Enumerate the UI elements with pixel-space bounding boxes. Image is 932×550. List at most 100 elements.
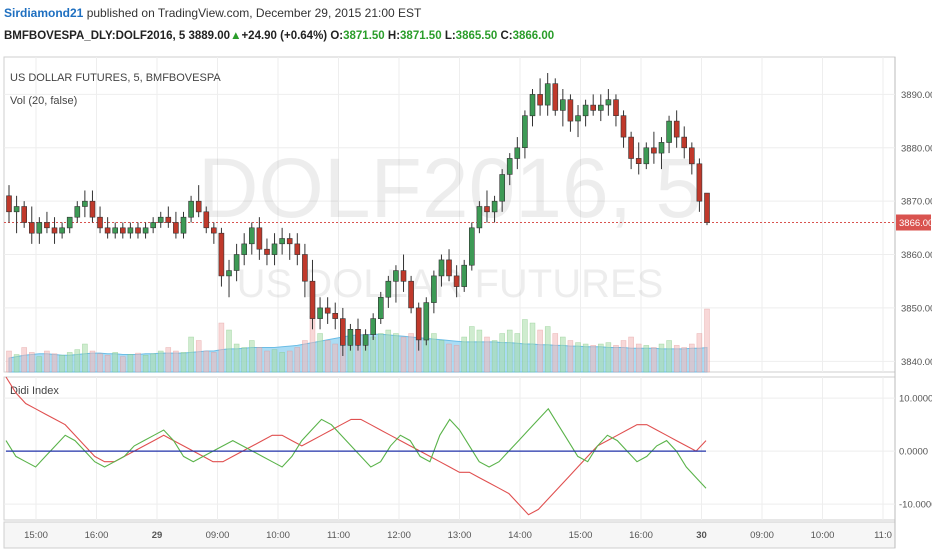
candle-body: [150, 222, 156, 229]
main-legend-title: US DOLLAR FUTURES, 5, BMFBOVESPA: [10, 72, 221, 84]
candle-body: [264, 248, 270, 255]
time-tick-label: 10:00: [811, 530, 835, 541]
candle-body: [218, 232, 225, 277]
candle-body: [431, 275, 437, 303]
candle-body: [28, 222, 35, 234]
volume-bar: [673, 345, 680, 373]
candle-body: [575, 115, 581, 122]
time-tick-label: 15:00: [24, 530, 48, 541]
candle-body: [506, 158, 513, 175]
candle-body: [377, 297, 384, 320]
candle-body: [180, 216, 187, 234]
volume-bar: [112, 352, 118, 373]
volume-bar: [233, 343, 240, 373]
candle-body: [173, 222, 179, 234]
candle-body: [597, 104, 604, 111]
symbol-label: BMFBOVESPA_DLY:DOLF2016, 5: [4, 30, 186, 42]
volume-bar: [529, 322, 536, 373]
time-tick-label: 11:0: [874, 530, 892, 541]
candle-body: [309, 280, 316, 319]
candle-body: [233, 254, 240, 271]
chart-area[interactable]: 15:00 16:00 29 09:00 10:00 11:00 12:00 13:00 14:…: [0, 52, 932, 550]
up-arrow-icon: ▲: [230, 30, 242, 42]
candle-body: [620, 115, 627, 138]
candle-body: [104, 227, 111, 234]
volume-bar: [582, 343, 589, 373]
volume-bar: [29, 352, 35, 373]
volume-bar: [317, 333, 323, 373]
author-link[interactable]: Sirdiamond21: [4, 6, 84, 20]
candle-body: [423, 302, 430, 341]
candle-body: [279, 238, 285, 245]
volume-bar: [643, 345, 650, 373]
candle-body: [514, 147, 521, 159]
candle-body: [59, 227, 65, 234]
candle-body: [195, 200, 202, 213]
price-tick-label: 3860.00: [901, 250, 932, 261]
candle-body: [347, 328, 354, 346]
low-value: 3865.50: [455, 30, 498, 42]
volume-bar: [6, 350, 12, 373]
candle-body: [127, 227, 134, 234]
volume-bar: [59, 354, 65, 373]
candle-body: [499, 174, 506, 202]
time-tick-label: 14:00: [508, 530, 532, 541]
candle-body: [203, 211, 210, 229]
price-tick-label: 3890.00: [901, 90, 932, 101]
candle-body: [355, 328, 361, 346]
volume-bar: [552, 333, 559, 373]
high-label: H:: [387, 30, 401, 42]
candle-body: [628, 136, 634, 159]
candle-body: [605, 99, 612, 106]
volume-bar: [613, 345, 619, 373]
volume-bar: [211, 352, 217, 373]
candle-body: [582, 104, 589, 117]
candle-body: [643, 147, 650, 165]
time-axis: [3, 521, 896, 549]
candle-body: [400, 270, 407, 282]
candle-body: [696, 163, 703, 202]
volume-bar: [241, 347, 247, 373]
volume-bar: [173, 350, 179, 373]
volume-bar: [635, 343, 642, 373]
candle-body: [135, 227, 141, 234]
candle-body: [188, 200, 194, 218]
candle-body: [393, 270, 399, 282]
candle-body: [491, 200, 498, 213]
candle-body: [635, 158, 642, 165]
volume-bar: [157, 350, 164, 373]
candle-body: [13, 206, 20, 213]
volume-bar: [469, 326, 475, 373]
volume-bar: [165, 347, 172, 373]
volume-bar: [142, 354, 149, 373]
volume-bar: [256, 347, 263, 373]
volume-bar: [370, 336, 376, 373]
candle-body: [36, 222, 43, 234]
candle-body: [97, 216, 103, 229]
volume-bar: [226, 329, 232, 373]
volume-bar: [598, 343, 604, 373]
time-tick-label: 11:00: [327, 530, 350, 541]
candle-body: [165, 216, 172, 223]
price-change: +24.90 (+0.64%): [241, 30, 328, 42]
candle-body: [256, 227, 263, 250]
candle-body: [438, 259, 445, 277]
time-tick-label: 29: [152, 530, 163, 541]
volume-bar: [385, 329, 392, 373]
candle-body: [317, 307, 323, 319]
volume-bar: [249, 340, 255, 373]
volume-bar: [294, 347, 301, 373]
volume-bar: [97, 353, 103, 373]
volume-bar: [575, 342, 581, 373]
candle-body: [82, 200, 88, 207]
indicator-pane: [3, 376, 896, 521]
candle-body: [157, 216, 164, 223]
volume-bar: [689, 343, 695, 373]
volume-bar: [332, 343, 338, 373]
last-price-label: 3866.00: [899, 218, 932, 229]
volume-bar: [271, 349, 278, 373]
volume-bar: [44, 350, 50, 373]
volume-bar: [628, 336, 634, 373]
candle-body: [89, 200, 96, 218]
candle-body: [468, 227, 475, 266]
